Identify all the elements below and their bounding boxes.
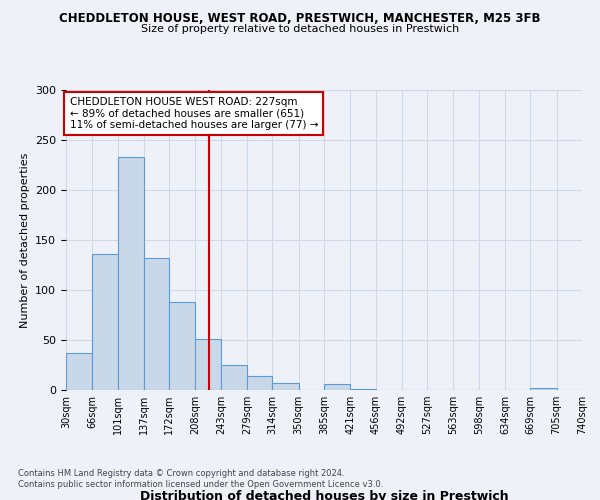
Bar	[324, 384, 350, 390]
Text: Contains HM Land Registry data © Crown copyright and database right 2024.: Contains HM Land Registry data © Crown c…	[18, 468, 344, 477]
Bar	[247, 376, 272, 390]
Y-axis label: Number of detached properties: Number of detached properties	[20, 152, 29, 328]
Bar	[530, 388, 557, 390]
Bar	[118, 157, 144, 390]
Text: CHEDDLETON HOUSE, WEST ROAD, PRESTWICH, MANCHESTER, M25 3FB: CHEDDLETON HOUSE, WEST ROAD, PRESTWICH, …	[59, 12, 541, 26]
X-axis label: Distribution of detached houses by size in Prestwich: Distribution of detached houses by size …	[140, 490, 508, 500]
Text: Size of property relative to detached houses in Prestwich: Size of property relative to detached ho…	[141, 24, 459, 34]
Bar	[169, 302, 196, 390]
Bar	[272, 383, 299, 390]
Bar	[350, 389, 376, 390]
Text: Contains public sector information licensed under the Open Government Licence v3: Contains public sector information licen…	[18, 480, 383, 489]
Text: CHEDDLETON HOUSE WEST ROAD: 227sqm
← 89% of detached houses are smaller (651)
11: CHEDDLETON HOUSE WEST ROAD: 227sqm ← 89%…	[70, 97, 318, 130]
Bar	[92, 254, 118, 390]
Bar	[196, 339, 221, 390]
Bar	[66, 353, 92, 390]
Bar	[221, 365, 247, 390]
Bar	[144, 258, 169, 390]
